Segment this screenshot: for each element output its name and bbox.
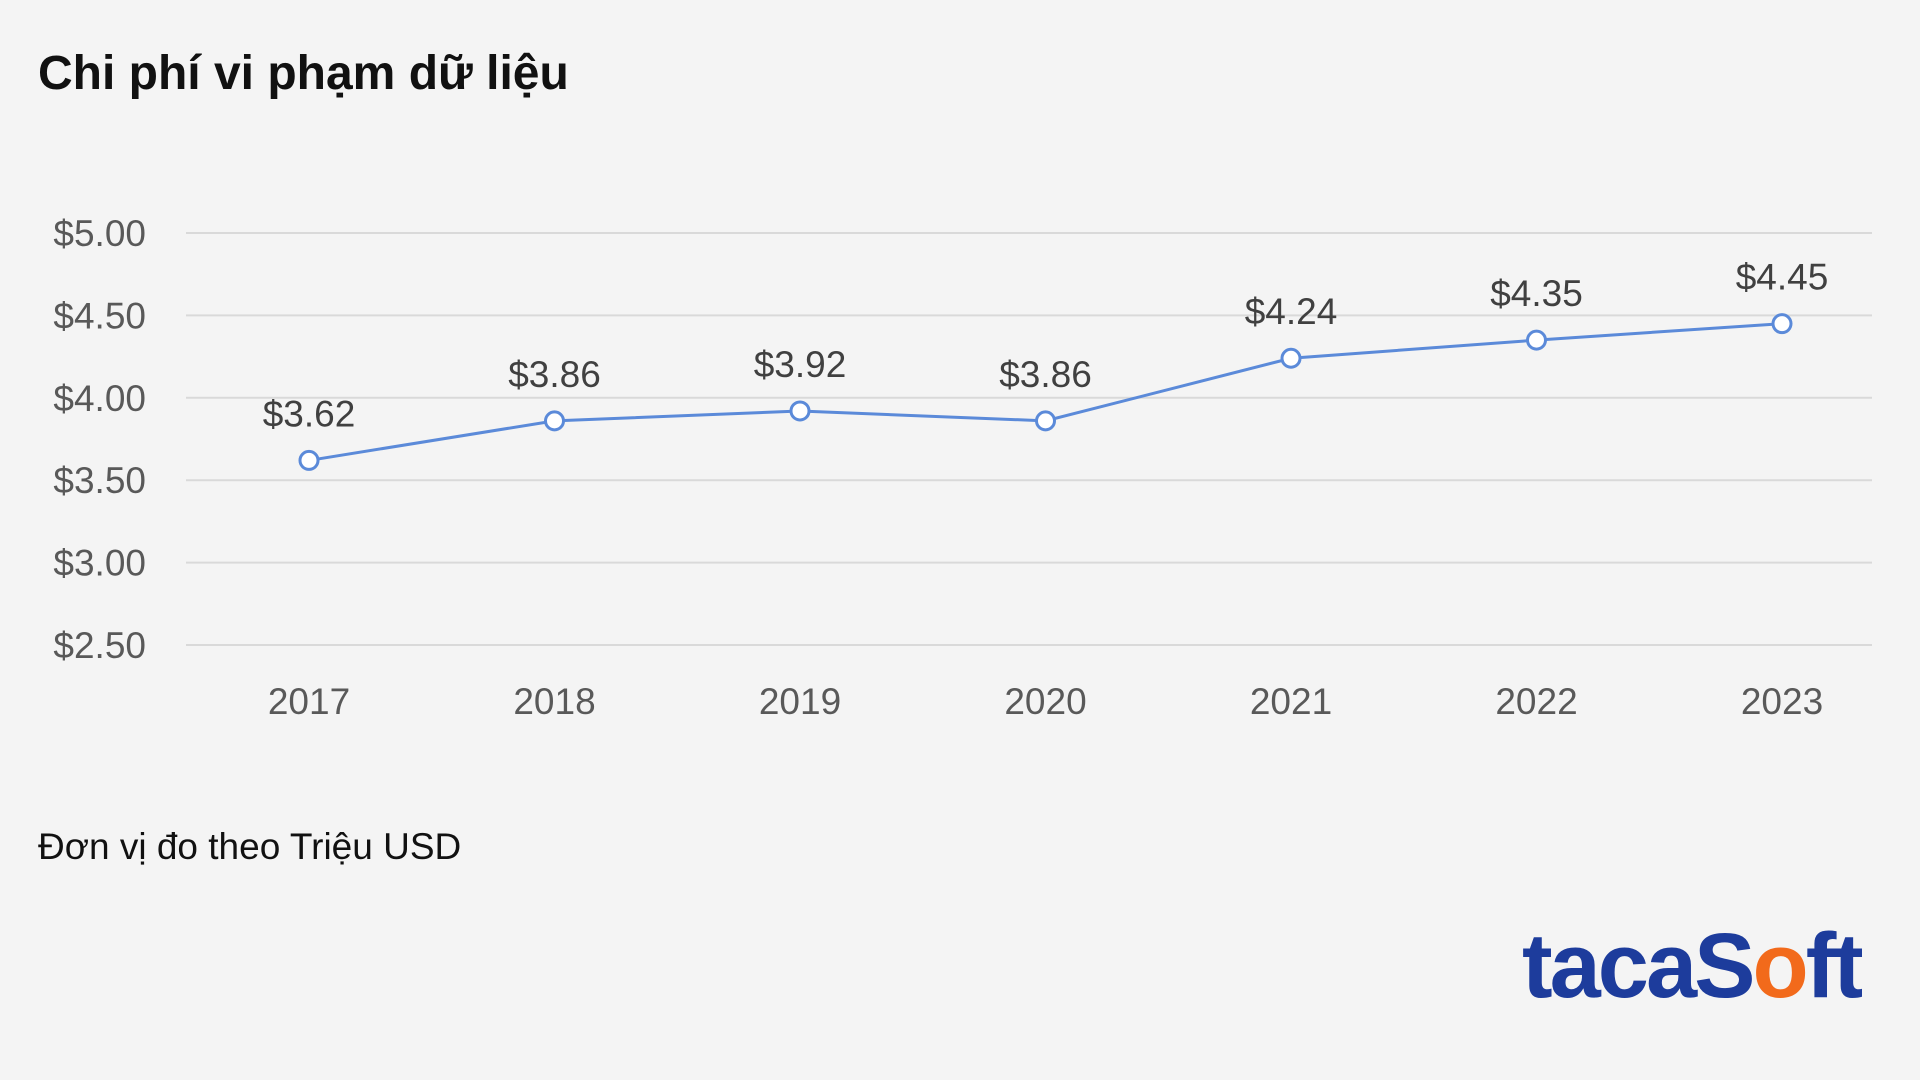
y-tick-label: $4.00 bbox=[53, 378, 146, 419]
y-tick-label: $4.50 bbox=[53, 295, 146, 336]
x-tick-label: 2020 bbox=[1004, 681, 1086, 722]
data-markers bbox=[298, 313, 1793, 471]
data-label: $4.24 bbox=[1245, 291, 1338, 332]
y-tick-label: $3.00 bbox=[53, 543, 146, 584]
x-tick-label: 2022 bbox=[1495, 681, 1577, 722]
line-chart: $2.50$3.00$3.50$4.00$4.50$5.00 2017 2018 2… bbox=[53, 213, 1872, 722]
data-label: $3.86 bbox=[508, 354, 601, 395]
y-tick-label: $5.00 bbox=[53, 213, 146, 254]
x-tick-label: 2023 bbox=[1741, 681, 1823, 722]
logo-wordmark: tacaSoft bbox=[1522, 915, 1862, 1012]
y-tick-label: $3.50 bbox=[53, 460, 146, 501]
data-label: $3.62 bbox=[263, 393, 356, 434]
data-point bbox=[789, 400, 811, 422]
data-label: $3.92 bbox=[754, 344, 847, 385]
data-point bbox=[298, 449, 320, 471]
data-point bbox=[1526, 329, 1547, 351]
x-tick-label: 2019 bbox=[759, 681, 841, 722]
x-tick-label: 2017 bbox=[268, 681, 350, 722]
y-axis-tick-labels: $2.50 $3.00 $3.50 $4.00 $4.50 $5.00 bbox=[53, 213, 146, 666]
data-label: $4.45 bbox=[1736, 257, 1829, 298]
page-title: Chi phí vi phạm dữ liệu bbox=[38, 47, 569, 100]
data-labels: $3.62 $3.86 $3.92 $3.86 $4.24 $4.35 $4.45 bbox=[263, 257, 1829, 435]
data-point bbox=[1280, 347, 1302, 369]
data-label: $4.35 bbox=[1490, 273, 1583, 314]
data-point bbox=[1771, 313, 1793, 335]
gridlines bbox=[186, 232, 1872, 646]
tacasoft-logo: tacaSoft bbox=[1522, 915, 1862, 1012]
data-point bbox=[1035, 410, 1056, 432]
data-point bbox=[544, 410, 565, 432]
unit-note: Đơn vị đo theo Triệu USD bbox=[38, 826, 462, 867]
x-axis-tick-labels: 2017 2018 2019 2020 2021 2022 2023 bbox=[268, 681, 1823, 722]
x-tick-label: 2018 bbox=[513, 681, 595, 722]
y-tick-label: $2.50 bbox=[53, 625, 146, 666]
data-label: $3.86 bbox=[999, 354, 1092, 395]
x-tick-label: 2021 bbox=[1250, 681, 1332, 722]
